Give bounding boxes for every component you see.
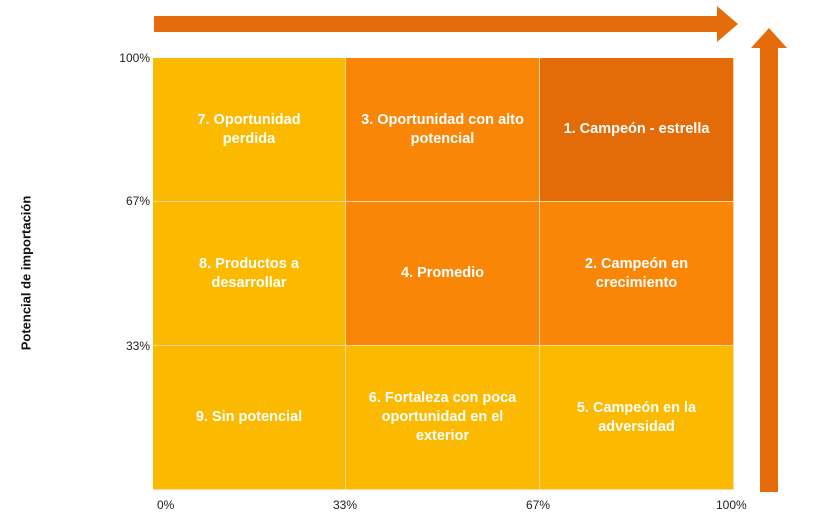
grid-cell-label-line: 6. Fortaleza con poca — [368, 390, 517, 406]
category-grid: 7. Oportunidad perdida 3. Oportunidad con … — [153, 58, 734, 490]
grid-cell-label: 8. Productos a desarrollar — [163, 255, 335, 293]
grid-cell-label-line: 9. Sin potencial — [195, 409, 303, 425]
grid-cell-label-line: 7. Oportunidad — [197, 111, 301, 128]
x-tick-33: 33% — [333, 498, 358, 512]
horizontal-arrow-icon — [154, 6, 738, 42]
grid-cell: 3. Oportunidad con alto potencial — [346, 58, 540, 202]
vertical-arrow-shape — [751, 28, 787, 492]
grid-cell: 6. Fortaleza con poca oportunidad en el ex… — [346, 346, 540, 490]
grid-cell-label-line: perdida — [222, 130, 276, 147]
grid-cell-label-line: 2. Campeón en — [584, 255, 689, 272]
y-axis-label: Potencial de importación — [18, 195, 34, 351]
vertical-arrow-icon — [751, 28, 787, 492]
y-tick-67: 67% — [125, 194, 150, 208]
grid-cell: 7. Oportunidad perdida — [153, 58, 346, 202]
grid-cell-label-line: crecimiento — [595, 274, 678, 291]
grid-cell-label-line: 1. Campeón - estrella — [563, 121, 710, 137]
grid-cell-label-line: potencial — [410, 130, 475, 147]
grid-cell-label: 2. Campeón en crecimiento — [585, 255, 688, 293]
grid-cell-label-line: 4. Promedio — [401, 265, 484, 281]
horizontal-arrow-shape — [154, 6, 738, 42]
grid-cell-label: 1. Campeón - estrella — [564, 120, 710, 139]
x-tick-100: 100% — [716, 498, 747, 512]
grid-cell: 2. Campeón en crecimiento — [540, 202, 734, 346]
grid-cell-label-line: exterior — [415, 428, 470, 444]
grid-cell-label: 5. Campeón en la adversidad — [577, 399, 696, 437]
grid-cell-label: 9. Sin potencial — [196, 408, 302, 427]
grid-cell: 1. Campeón - estrella — [540, 58, 734, 202]
grid-cell: 5. Campeón en la adversidad — [540, 346, 734, 490]
y-tick-100: 100% — [119, 51, 150, 65]
grid-cell-label-line: 5. Campeón en la — [576, 399, 697, 416]
grid-cell: 8. Productos a desarrollar — [153, 202, 346, 346]
grid-cell-label-line: 8. Productos a desarrollar — [199, 255, 299, 291]
grid-cell-label: 7. Oportunidad perdida — [197, 111, 300, 149]
x-tick-67: 67% — [526, 498, 551, 512]
grid-cell-label-line: adversidad — [598, 418, 675, 435]
grid-cell-label: 6. Fortaleza con poca oportunidad en el ex… — [369, 389, 516, 446]
y-tick-33: 33% — [125, 339, 150, 353]
grid-cell-label-line: 3. Oportunidad con alto — [361, 111, 524, 128]
grid-cell-label: 3. Oportunidad con alto potencial — [361, 111, 524, 149]
grid-cell-label-line: oportunidad en el — [381, 409, 504, 425]
grid-cell-label: 4. Promedio — [401, 264, 484, 283]
x-tick-0: 0% — [157, 498, 175, 512]
grid-cell: 9. Sin potencial — [153, 346, 346, 490]
grid-cell: 4. Promedio — [346, 202, 540, 346]
